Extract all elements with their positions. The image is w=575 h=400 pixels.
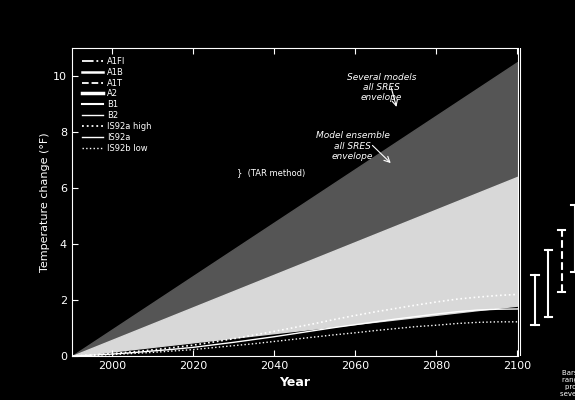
X-axis label: Year: Year	[279, 376, 310, 390]
Text: Several models
all SRES
envelope: Several models all SRES envelope	[347, 73, 416, 102]
Text: Bars show the
range in 2100
produced by
several models: Bars show the range in 2100 produced by …	[561, 370, 575, 397]
Legend: A1FI, A1B, A1T, A2, B1, B2, IS92a high, IS92a, IS92b low: A1FI, A1B, A1T, A2, B1, B2, IS92a high, …	[81, 55, 154, 154]
Y-axis label: Temperature change (°F): Temperature change (°F)	[40, 132, 50, 272]
Text: Model ensemble
all SRES
envelope: Model ensemble all SRES envelope	[316, 131, 389, 161]
Text: }  (TAR method): } (TAR method)	[237, 168, 305, 177]
